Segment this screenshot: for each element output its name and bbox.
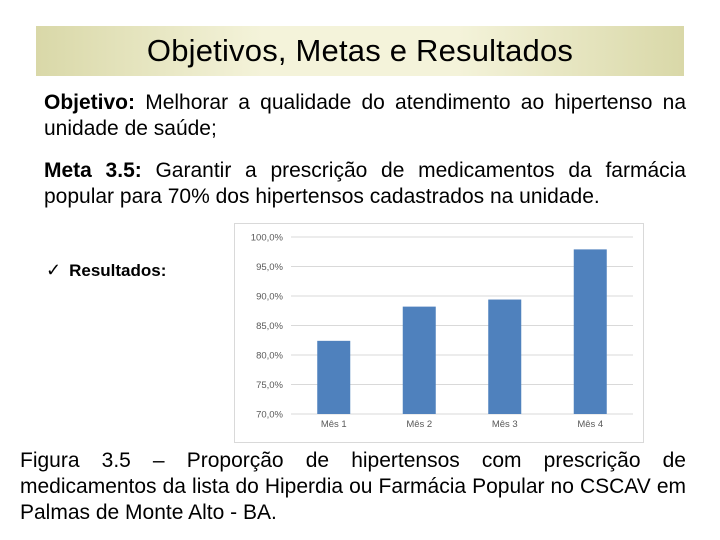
results-heading: ✓ Resultados: <box>46 260 166 281</box>
bar <box>573 249 607 414</box>
objective-paragraph: Objetivo: Melhorar a qualidade do atendi… <box>44 90 686 142</box>
goal-label: Meta 3.5: <box>44 159 142 182</box>
x-tick-label: Mês 3 <box>492 419 518 430</box>
title-banner: Objetivos, Metas e Resultados <box>36 26 684 76</box>
x-tick-label: Mês 4 <box>577 419 603 430</box>
goal-text: Garantir a prescrição de medicamentos da… <box>44 159 686 208</box>
y-tick-label: 100,0% <box>251 233 284 244</box>
slide-title: Objetivos, Metas e Resultados <box>146 33 574 68</box>
y-tick-label: 80,0% <box>256 351 283 362</box>
check-icon: ✓ <box>46 260 62 280</box>
x-tick-label: Mês 1 <box>321 419 347 430</box>
y-tick-label: 70,0% <box>256 410 283 421</box>
goal-paragraph: Meta 3.5: Garantir a prescrição de medic… <box>44 158 686 210</box>
y-tick-label: 85,0% <box>256 321 283 332</box>
figure-caption: Figura 3.5 – Proporção de hipertensos co… <box>20 449 686 524</box>
bar-chart: 70,0% 75,0% 80,0% 85,0% 90,0% 95,0% 100,0% Mês … <box>251 233 633 430</box>
y-tick-label: 95,0% <box>256 262 283 273</box>
results-chart: 70,0% 75,0% 80,0% 85,0% 90,0% 95,0% 100,0% Mês … <box>234 223 644 443</box>
objective-label: Objetivo: <box>44 91 136 114</box>
y-tick-label: 75,0% <box>256 380 283 391</box>
bar <box>317 340 351 414</box>
bar <box>488 299 522 414</box>
results-label: Resultados: <box>69 261 167 280</box>
bar <box>402 306 436 414</box>
objective-text: Melhorar a qualidade do atendimento ao h… <box>44 91 686 140</box>
x-tick-label: Mês 2 <box>406 419 432 430</box>
y-tick-label: 90,0% <box>256 292 283 303</box>
